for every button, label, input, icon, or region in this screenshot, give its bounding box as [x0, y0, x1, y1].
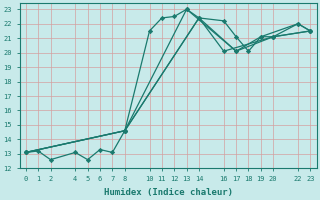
X-axis label: Humidex (Indice chaleur): Humidex (Indice chaleur)	[104, 188, 233, 197]
